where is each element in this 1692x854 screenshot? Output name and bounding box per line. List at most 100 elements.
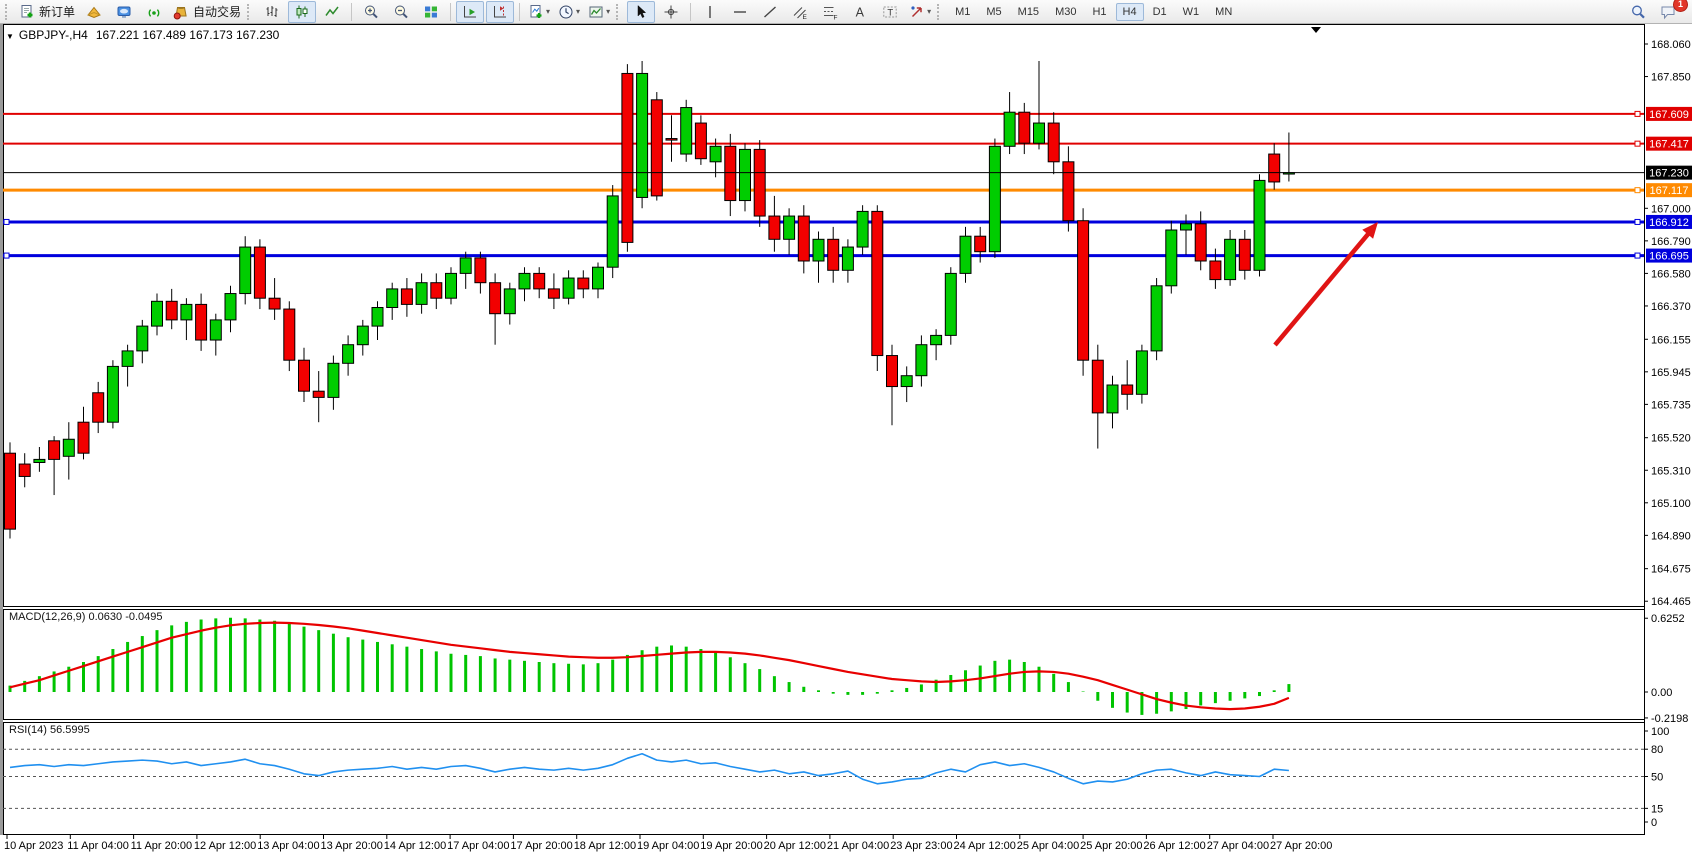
- timeframe-m15-button[interactable]: M15: [1017, 5, 1040, 18]
- text-label-button[interactable]: T: [876, 1, 904, 23]
- indicators-icon: [528, 4, 544, 20]
- candle-body: [592, 266, 604, 290]
- bar-chart-button[interactable]: [258, 1, 286, 23]
- price-tick-label: 166.790: [1651, 236, 1691, 248]
- time-tick-label: 17 Apr 20:00: [510, 840, 572, 852]
- svg-text:E: E: [803, 14, 808, 20]
- dropdown-caret-icon[interactable]: ▾: [576, 7, 581, 16]
- timeframe-mn-button[interactable]: MN: [1215, 5, 1233, 18]
- timeframe-m30-button[interactable]: M30: [1055, 5, 1077, 18]
- timeframe-m5-button[interactable]: M5: [986, 5, 1002, 18]
- autoscroll-icon: [462, 4, 478, 20]
- candle-body: [224, 293, 237, 321]
- time-tick-label: 27 Apr 04:00: [1207, 840, 1269, 852]
- template-icon: [588, 4, 604, 20]
- price-badge-label: 167.609: [1649, 109, 1689, 121]
- timeframe-h1-button[interactable]: H1: [1092, 5, 1107, 18]
- timeframe-m1-button[interactable]: M1: [955, 5, 971, 18]
- candle-body: [856, 210, 869, 248]
- macd-name: MACD(12,26,9): [9, 611, 86, 623]
- macd-axis-label: -0.2198: [1651, 713, 1688, 725]
- price-badge: [1646, 165, 1692, 180]
- candle-body: [106, 365, 119, 423]
- new-order-button[interactable]: 新订单: [16, 1, 78, 23]
- macd-signal-line: [9, 621, 1290, 711]
- candle-body: [180, 303, 193, 321]
- time-axis: 10 Apr 2023 11 Apr 04:00 11 Apr 20:00 12 Ap…: [4, 835, 1332, 852]
- time-tick-label: 11 Apr 20:00: [131, 840, 193, 852]
- text-button[interactable]: A: [846, 1, 874, 23]
- timeframe-w1-button[interactable]: W1: [1182, 5, 1200, 18]
- line-handle[interactable]: [1634, 140, 1641, 147]
- tile-windows-button[interactable]: [417, 1, 445, 23]
- toolbar-separator: [519, 2, 521, 21]
- signal-icon: [146, 4, 162, 20]
- rsi-axis-label: 80: [1651, 744, 1663, 756]
- line-handle[interactable]: [3, 218, 10, 225]
- equidistant-channel-button[interactable]: E: [786, 1, 814, 23]
- dropdown-caret-icon[interactable]: ▾: [927, 7, 932, 16]
- arrows-button[interactable]: ▾: [906, 1, 934, 23]
- templates-button[interactable]: ▾: [585, 1, 613, 23]
- metaeditor-button[interactable]: [110, 1, 138, 23]
- periods-button[interactable]: ▾: [555, 1, 583, 23]
- candle-body: [18, 463, 31, 477]
- line-handle[interactable]: [1634, 252, 1641, 259]
- chart-shift-marker-icon[interactable]: [1311, 27, 1321, 33]
- candle-body: [930, 334, 943, 346]
- timeframe-d1-button[interactable]: D1: [1152, 5, 1167, 18]
- chart-shift-button[interactable]: [486, 0, 515, 23]
- price-badge-label: 167.117: [1650, 185, 1689, 197]
- indicators-button[interactable]: ▾: [525, 1, 553, 23]
- candle-body: [503, 288, 516, 315]
- dropdown-caret-icon[interactable]: ▾: [606, 7, 611, 16]
- rsi-name: RSI(14): [9, 724, 47, 736]
- candle-body: [812, 238, 825, 262]
- crosshair-button[interactable]: [657, 1, 685, 23]
- auto-scroll-button[interactable]: [456, 0, 485, 23]
- line-handle[interactable]: [1634, 218, 1641, 225]
- candle-body: [768, 215, 781, 240]
- line-chart-button[interactable]: [318, 1, 346, 23]
- candle-body: [77, 421, 90, 454]
- fibonacci-button[interactable]: F: [816, 1, 844, 23]
- notification-badge: 1: [1673, 0, 1688, 12]
- cursor-button[interactable]: [627, 0, 656, 23]
- autotrading-button[interactable]: 自动交易: [170, 1, 244, 23]
- candle-body: [621, 72, 634, 243]
- timeframe-h4-button[interactable]: H4: [1115, 2, 1144, 21]
- candle-body: [474, 257, 487, 284]
- trend-arrow[interactable]: [1273, 222, 1378, 347]
- chart-ohlc-values: 167.221 167.489 167.173 167.230: [95, 28, 280, 42]
- price-tick-label: 164.465: [1651, 596, 1691, 608]
- price-tick-label: 165.945: [1651, 367, 1691, 379]
- candle-body: [342, 344, 355, 364]
- chartshift-icon: [492, 4, 508, 20]
- toolbar-grip: [5, 3, 11, 20]
- chart-menu-icon[interactable]: ▼: [6, 32, 14, 41]
- line-handle[interactable]: [1634, 110, 1641, 117]
- crosshair-icon: [663, 4, 679, 20]
- price-tick-label: 165.520: [1651, 433, 1691, 445]
- line-handle[interactable]: [3, 252, 10, 259]
- candle-body: [974, 235, 987, 253]
- price-tick-label: 167.850: [1651, 72, 1691, 84]
- time-tick-label: 14 Apr 12:00: [384, 840, 446, 852]
- line-handle[interactable]: [1634, 187, 1641, 194]
- search-button[interactable]: [1624, 1, 1652, 23]
- candlestick-chart-button[interactable]: [288, 0, 317, 23]
- horizontal-line-button[interactable]: [726, 1, 754, 23]
- zoom-in-button[interactable]: [357, 1, 385, 23]
- trendline-button[interactable]: [756, 1, 784, 23]
- candle-body: [430, 282, 443, 299]
- candle-body: [1165, 229, 1178, 287]
- price-tick-label: 166.370: [1651, 301, 1691, 313]
- zoom-out-button[interactable]: [387, 1, 415, 23]
- chart-window-button[interactable]: [80, 1, 108, 23]
- price-tick-label: 167.000: [1651, 203, 1691, 215]
- chat-button[interactable]: 1: [1654, 0, 1688, 23]
- vertical-line-button[interactable]: [696, 1, 724, 23]
- dropdown-caret-icon[interactable]: ▾: [546, 7, 551, 16]
- new-order-label: 新订单: [39, 5, 76, 19]
- signals-button[interactable]: [140, 1, 168, 23]
